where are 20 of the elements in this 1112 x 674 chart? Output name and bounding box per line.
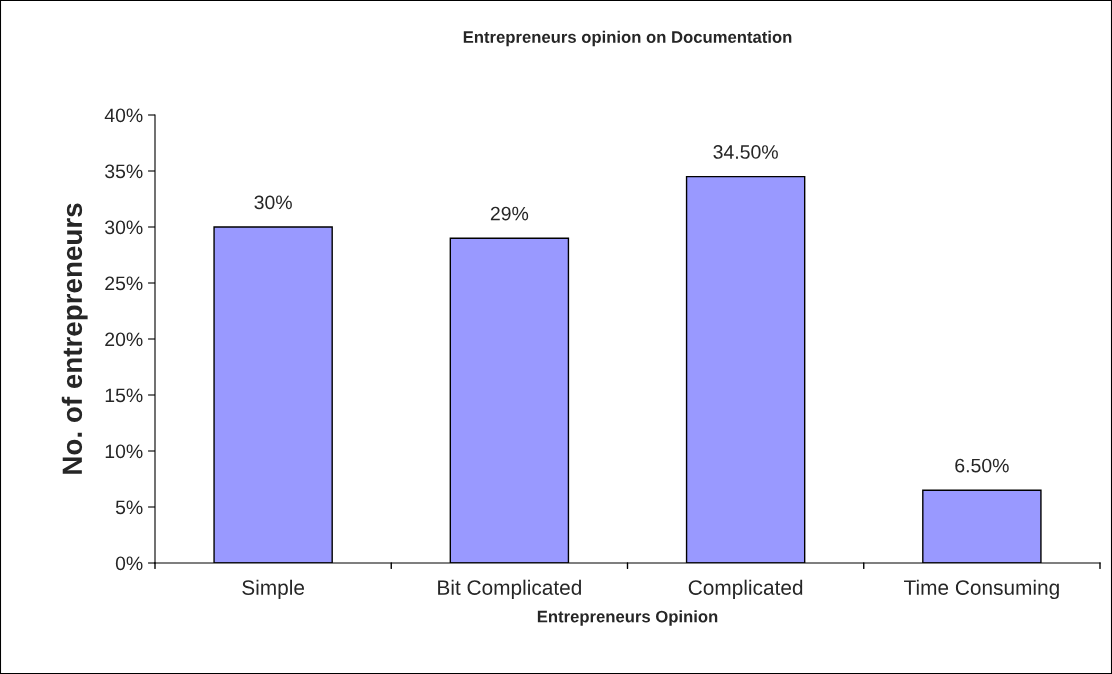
y-tick-label: 40% xyxy=(104,108,143,123)
chart-title: Entrepreneurs opinion on Documentation xyxy=(463,30,792,47)
x-tick-label: Time Consuming xyxy=(904,579,1059,600)
y-tick-label: 10% xyxy=(105,444,143,459)
y-tick-label: 30% xyxy=(105,220,143,235)
y-tick-label: 0% xyxy=(115,556,143,571)
y-tick-label: 20% xyxy=(105,332,143,347)
data-label: 30% xyxy=(254,195,292,210)
x-tick-label: Complicated xyxy=(688,579,803,600)
y-axis-title: No. of entrepreneurs xyxy=(61,203,88,474)
data-label: 29% xyxy=(490,206,529,221)
y-tick-label: 5% xyxy=(115,500,143,515)
y-tick-label: 25% xyxy=(105,276,143,291)
y-tick-label: 35% xyxy=(105,164,143,179)
x-tick-label: Bit Complicated xyxy=(438,579,581,600)
x-tick-label: Simple xyxy=(242,579,305,600)
x-axis-title: Entrepreneurs Opinion xyxy=(537,610,718,626)
y-tick-label: 15% xyxy=(105,388,143,403)
data-label: 6.50% xyxy=(955,458,1009,473)
data-label: 34.50% xyxy=(713,145,778,159)
